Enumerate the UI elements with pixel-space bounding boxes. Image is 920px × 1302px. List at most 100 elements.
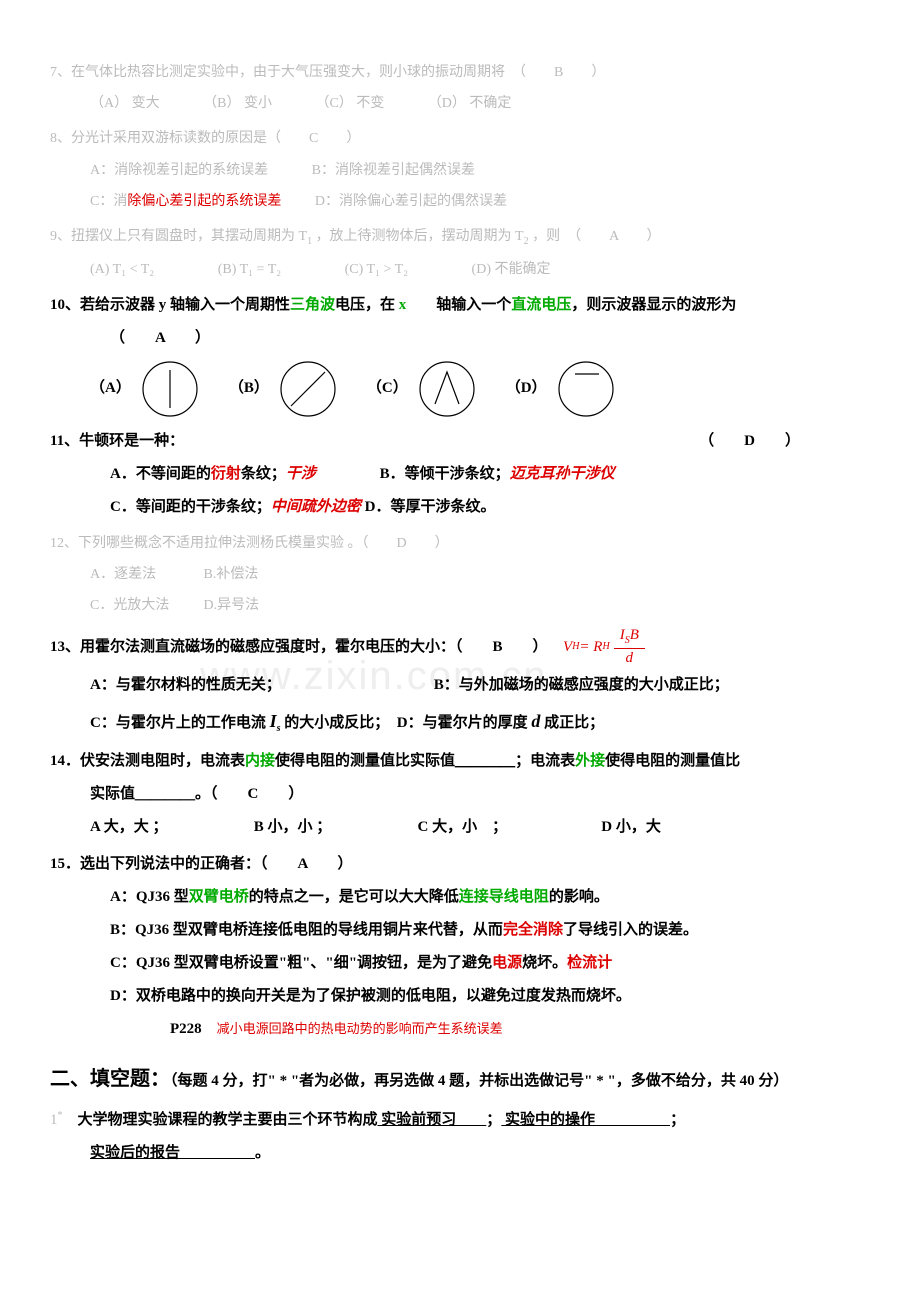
q15-a-g2: 连接导线电阻 <box>459 889 549 905</box>
q13-stem: 13、用霍尔法测直流磁场的磁感应强度时，霍尔电压的大小：（ B ） <box>50 634 555 661</box>
q15-c-red: 电源 <box>492 955 522 971</box>
q9-stem-a: 9、扭摆仪上只有圆盘时，其摆动周期为 T <box>50 229 307 244</box>
wave-a-icon <box>141 360 199 418</box>
q15-a-g: 双臂电桥 <box>189 889 249 905</box>
q8-opt-c-red: 除偏心差引起的系统误差 <box>127 194 281 209</box>
q7-opt-a: （A） 变大 <box>90 91 160 116</box>
q14-opt-b: B 小，小 ； <box>254 814 414 841</box>
q10-ans: （ A ） <box>50 325 870 352</box>
f1-blank3: 实验后的报告 <box>90 1145 255 1161</box>
q8-opt-d: D：消除偏心差引起的偶然误差 <box>315 194 507 209</box>
q15-c-mid: 烧坏。 <box>522 955 567 971</box>
q10-dc: 直流电压 <box>511 297 571 313</box>
q14-opt-c: C 大，小 ； <box>418 814 598 841</box>
wave-b-icon <box>279 360 337 418</box>
q15-note-pre: P228 <box>170 1021 217 1037</box>
q13-c-I: I <box>270 711 277 731</box>
section-2-title: 二、填空题：（每题 4 分，打" * "者为必做，再另选做 4 题，并标出选做记… <box>50 1061 870 1097</box>
question-12: 12、下列哪些概念不适用拉伸法测杨氏模量实验 。（ D ） A．逐差法 B.补偿… <box>50 531 870 619</box>
q10-tri: 三角波 <box>290 297 335 313</box>
question-13: 13、用霍尔法测直流磁场的磁感应强度时，霍尔电压的大小：（ B ） VH = R… <box>50 628 870 738</box>
q11-c-red: 中间疏外边密 <box>271 499 361 515</box>
q12-d: D.异号法 <box>204 598 260 613</box>
q15-note: 减小电源回路中的热电动势的影响而产生系统误差 <box>217 1021 503 1036</box>
q13-b: B：与外加磁场的磁感应强度的大小成正比； <box>434 677 729 693</box>
question-11: 11、牛顿环是一种： （ D ） A．不等间距的衍射条纹；干涉 B．等倾干涉条纹… <box>50 428 870 521</box>
question-15: 15．选出下列说法中的正确者：（ A ） A：QJ36 型双臂电桥的特点之一，是… <box>50 851 870 1043</box>
q10-label-d: （D） <box>506 375 547 402</box>
q14-mid2: ；电流表 <box>515 753 575 769</box>
q11-ans: （ D ） <box>699 428 800 455</box>
q15-stem: 15．选出下列说法中的正确者：（ A ） <box>50 851 870 878</box>
q13-c-end: 成正比； <box>540 715 604 731</box>
question-10: 10、若给示波器 y 轴输入一个周期性三角波电压，在 x 轴输入一个直流电压，则… <box>50 292 870 418</box>
f1-blank2: 实验中的操作 <box>501 1112 670 1128</box>
section-2-desc: （每题 4 分，打" * "者为必做，再另选做 4 题，并标出选做记号" * "… <box>170 1073 788 1089</box>
q8-stem: 8、分光计采用双游标读数的原因是（ C ） <box>50 126 870 151</box>
q14-in: 内接 <box>245 753 275 769</box>
q12-b: B.补偿法 <box>204 567 259 582</box>
q11-d: D．等厚干涉条纹。 <box>361 499 496 515</box>
q14-line2: 实际值＿＿＿＿。（ C ） <box>50 781 870 808</box>
q10-pre: 10、若给示波器 y 轴输入一个周期性 <box>50 297 290 313</box>
q7-opt-c: （C） 不变 <box>315 91 384 116</box>
q15-b-pre: B：QJ36 型双臂电桥连接低电阻的导线用铜片来代替，从而 <box>110 922 503 938</box>
q12-c: C．光放大法 <box>90 593 200 618</box>
wave-c-icon <box>418 360 476 418</box>
hall-formula: VH = RH ISB d <box>563 628 645 666</box>
q10-label-c: （C） <box>367 375 408 402</box>
q7-opt-d: （D） 不确定 <box>428 91 512 116</box>
q13-c-pre: C：与霍尔片上的工作电流 <box>90 715 270 731</box>
q15-b-red: 完全消除 <box>503 922 563 938</box>
q8-opt-a: A：消除视差引起的系统误差 <box>90 163 268 178</box>
q15-c-pre: C：QJ36 型双臂电桥设置"粗"、"细"调按钮，是为了避免 <box>110 955 492 971</box>
q10-mid: 电压，在 <box>335 297 399 313</box>
q10-label-a: （A） <box>90 375 131 402</box>
q14-mid: 使得电阻的测量值比实际值 <box>275 753 455 769</box>
f1-blank1: 实验前预习 <box>378 1112 487 1128</box>
q15-b-end: 了导线引入的误差。 <box>563 922 698 938</box>
q15-a-pre: A：QJ36 型 <box>110 889 189 905</box>
q14-out: 外接 <box>575 753 605 769</box>
wave-d-icon <box>557 360 615 418</box>
q7-stem: 7、在气体比热容比测定实验中，由于大气压强变大，则小球的振动周期将 （ B ） <box>50 60 870 85</box>
q13-c-d: d <box>531 711 540 731</box>
q14-opt-a: A 大，大 ； <box>90 814 250 841</box>
question-8: 8、分光计采用双游标读数的原因是（ C ） A：消除视差引起的系统误差 B：消除… <box>50 126 870 214</box>
q12-a: A．逐差法 <box>90 562 200 587</box>
q9-opt-d: (D) 不能确定 <box>472 257 551 282</box>
q9-opt-c: (C) T₁ > T₂ <box>345 257 408 282</box>
question-9: 9、扭摆仪上只有圆盘时，其摆动周期为 T1 ，放上待测物体后，摆动周期为 T2 … <box>50 224 870 282</box>
q7-opt-b: （B） 变小 <box>203 91 272 116</box>
q15-a-end: 的影响。 <box>549 889 609 905</box>
question-7: 7、在气体比热容比测定实验中，由于大气压强变大，则小球的振动周期将 （ B ） … <box>50 60 870 116</box>
q11-a-red2: 干涉 <box>286 466 316 482</box>
q13-a: A：与霍尔材料的性质无关； <box>90 672 430 699</box>
q11-c-pre: C．等间距的干涉条纹； <box>110 499 271 515</box>
q11-a-mid: 条纹； <box>241 466 286 482</box>
q11-b-red: 迈克耳孙干涉仪 <box>510 466 615 482</box>
question-14: 14．伏安法测电阻时，电流表内接使得电阻的测量值比实际值＿＿＿＿；电流表外接使得… <box>50 748 870 841</box>
q11-b-pre: B．等倾干涉条纹； <box>380 466 510 482</box>
q13-c-post: 的大小成反比； D：与霍尔片的厚度 <box>281 715 532 731</box>
q10-post: ，则示波器显示的波形为 <box>571 297 736 313</box>
q10-mid2: 轴输入一个 <box>406 297 511 313</box>
q14-opt-d: D 小，大 <box>601 819 661 835</box>
q9-opt-a: (A) T₁ < T₂ <box>90 257 154 282</box>
q9-stem-b: ，放上待测物体后，摆动周期为 T <box>312 229 524 244</box>
fill-1: 1* 大学物理实验课程的教学主要由三个环节构成 实验前预习 ； 实验中的操作 ；… <box>50 1107 870 1167</box>
f1-pre: 大学物理实验课程的教学主要由三个环节构成 <box>63 1112 378 1128</box>
q14-post: 使得电阻的测量值比 <box>605 753 740 769</box>
q8-opt-b: B：消除视差引起偶然误差 <box>312 163 475 178</box>
q15-c-red2: 检流计 <box>567 955 612 971</box>
q8-opt-c-pre: C：消 <box>90 194 127 209</box>
q9-opt-b: (B) T₁ = T₂ <box>218 257 281 282</box>
q11-stem: 11、牛顿环是一种： <box>50 428 184 455</box>
q9-stem-c: ，则 （ A ） <box>529 229 661 244</box>
q10-label-b: （B） <box>229 375 269 402</box>
q14-pre: 14．伏安法测电阻时，电流表 <box>50 753 245 769</box>
q12-stem: 12、下列哪些概念不适用拉伸法测杨氏模量实验 。（ D ） <box>50 531 870 556</box>
q11-a-pre: A．不等间距的 <box>110 466 211 482</box>
q11-a-red1: 衍射 <box>211 466 241 482</box>
q14-blank1: ＿＿＿＿ <box>455 753 515 769</box>
